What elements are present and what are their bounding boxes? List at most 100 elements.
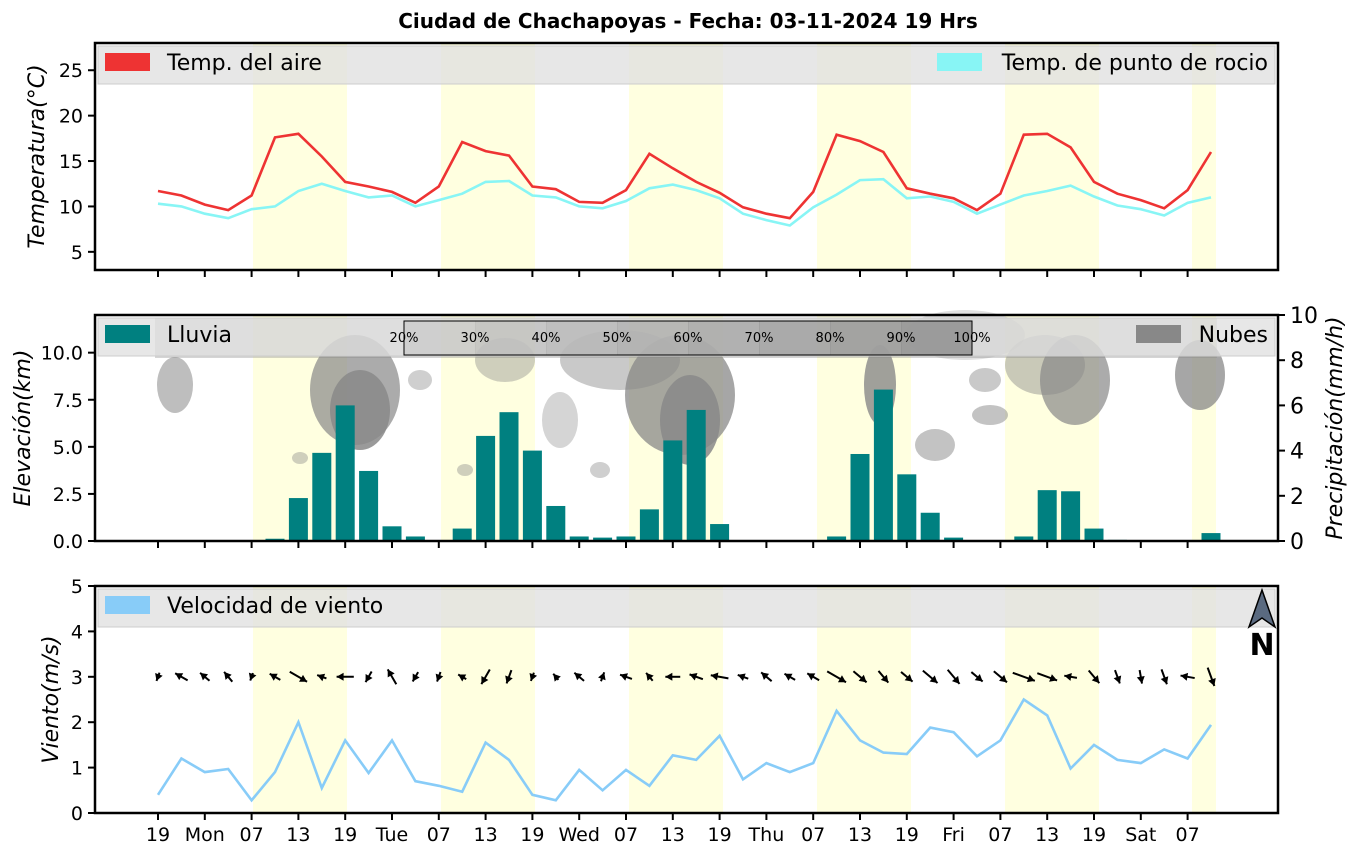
y-tick-label: 10	[59, 196, 83, 218]
rain-bar	[897, 474, 917, 541]
wind-arrow-head	[807, 673, 816, 681]
colorbar-segment	[475, 321, 547, 355]
cloud-blob	[457, 464, 473, 476]
rain-bar	[452, 528, 472, 541]
colorbar-tick-label: 90%	[887, 331, 916, 346]
wind-arrow-head	[458, 674, 467, 682]
rain-bar	[663, 440, 683, 541]
colorbar-frame	[403, 320, 973, 356]
wind-arrow-head	[837, 675, 847, 683]
x-tick-label: 19	[146, 824, 170, 846]
wind-arrow-head	[435, 673, 444, 682]
cloud-blob	[590, 462, 610, 478]
wind-arrow-head	[298, 674, 308, 682]
x-tick-label: 13	[286, 824, 310, 846]
rain-bar	[1201, 533, 1221, 541]
wind-arrow-head	[646, 672, 654, 681]
cloud-blob	[542, 392, 578, 448]
y-tick-label: 2	[71, 712, 83, 734]
wind-arrow-head	[1026, 674, 1035, 683]
rain-bar	[1014, 536, 1034, 541]
colorbar-tick-label: 30%	[461, 331, 490, 346]
y2-tick-label: 2	[1290, 485, 1304, 510]
panel-frame	[93, 313, 1280, 543]
x-tick-label: 07	[988, 824, 1012, 846]
rain-bar	[873, 389, 893, 541]
wind-speed-line	[156, 697, 1213, 803]
dew-point-line	[157, 177, 1212, 227]
wind-arrow-head	[710, 672, 719, 681]
colorbar-segment	[688, 321, 760, 355]
x-tick-label: Fri	[942, 824, 965, 846]
north-arrow-shape	[1247, 587, 1277, 629]
colorbar-tick-label: 100%	[953, 331, 990, 346]
y2-tick-label: 0	[1290, 530, 1304, 555]
wind-arrow-head	[904, 674, 913, 682]
cloud-blob	[915, 429, 955, 461]
legend-box	[97, 317, 1276, 357]
colorbar-tick-label: 80%	[816, 331, 845, 346]
air-temp-line	[157, 132, 1213, 220]
wind-arrow-head	[317, 673, 326, 682]
rain-bar	[920, 512, 940, 541]
colorbar-segment	[759, 321, 831, 355]
wind-arrow-head	[200, 672, 209, 681]
colorbar-segment	[901, 321, 973, 355]
panel-frame	[93, 41, 1280, 272]
y-tick-label: 0.0	[53, 531, 83, 553]
wind-arrow-head	[1049, 674, 1058, 682]
wind-arrow-head	[598, 672, 606, 681]
y-tick-label: 3	[71, 667, 83, 689]
wind-arrow-head	[620, 673, 629, 681]
rain-bar	[382, 526, 402, 541]
wind-arrows	[155, 667, 1216, 687]
wind-arrow-head	[974, 673, 983, 682]
wind-arrow-head	[387, 669, 395, 678]
x-tick-label: 07	[1176, 824, 1200, 846]
y2-tick-label: 8	[1290, 349, 1304, 374]
y-tick-label: 5	[71, 576, 83, 598]
x-tick-label: 13	[848, 824, 872, 846]
north-arrow-icon: N	[1247, 587, 1277, 663]
rain-bar	[522, 450, 542, 541]
legend-label-dew-point: Temp. de punto de rocio	[1001, 51, 1268, 76]
x-tick-label: 19	[1082, 824, 1106, 846]
legend-label-clouds: Nubes	[1199, 323, 1268, 348]
rain-bar	[944, 537, 964, 541]
y-tick-label: 1	[71, 758, 83, 780]
rain-bar	[1084, 528, 1104, 541]
wind-arrow-head	[689, 673, 698, 681]
wind-arrow-head	[1208, 678, 1216, 686]
wind-arrow-head	[1064, 672, 1072, 681]
y2-axis-label: Precipitación(mm/h)	[1323, 316, 1348, 539]
rain-bar	[1037, 490, 1057, 541]
x-tick-label: Wed	[558, 824, 599, 846]
y-tick-label: 4	[71, 621, 83, 643]
y-axis-label: Viento(m/s)	[39, 635, 64, 763]
y2-tick-label: 10	[1290, 304, 1318, 329]
wind-arrow-head	[175, 673, 184, 681]
x-tick-label: Sat	[1125, 824, 1156, 846]
legend-label-wind: Velocidad de viento	[167, 594, 383, 619]
cloud-blob	[969, 368, 1001, 392]
wind-arrow-head	[269, 673, 278, 681]
rain-bar	[850, 453, 870, 541]
x-tick-label: 13	[474, 824, 498, 846]
wind-arrow-head	[529, 672, 538, 681]
cloud-blob	[1175, 340, 1225, 410]
wind-arrow-head	[248, 672, 257, 681]
x-tick-label: 07	[240, 824, 264, 846]
x-tick-label: Mon	[185, 824, 225, 846]
colorbar-tick-label: 60%	[674, 331, 703, 346]
rain-bar	[1061, 491, 1081, 541]
y-tick-label: 7.5	[53, 390, 83, 412]
cloud-colorbar: 20% 30% 40% 50% 60% 70% 80% 90% 100%	[390, 320, 991, 356]
colorbar-tick-label: 70%	[745, 331, 774, 346]
colorbar-tick-label: 50%	[603, 331, 632, 346]
wind-arrow-head	[1113, 675, 1122, 684]
rain-bar	[499, 412, 519, 541]
legend-label-rain: Lluvia	[167, 323, 232, 348]
wind-arrow-head	[505, 675, 513, 684]
rain-bar	[569, 536, 589, 541]
